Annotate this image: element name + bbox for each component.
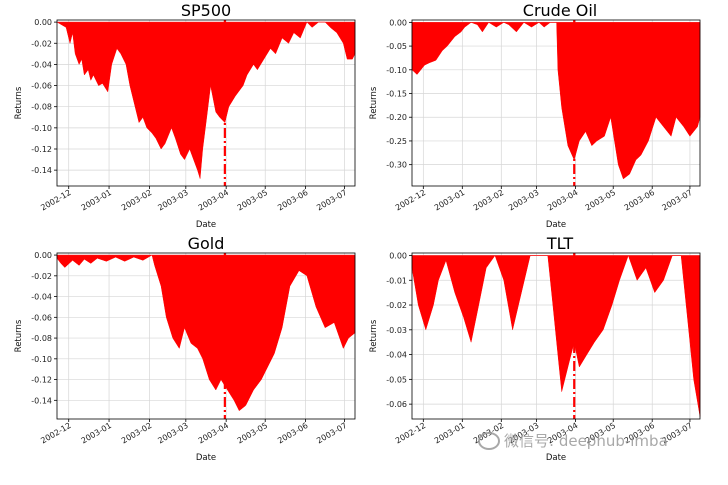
chart-title: Gold [188,234,225,253]
watermark: 微信号: deephub-imba [478,430,668,451]
x-axis-label: Date [196,220,216,230]
y-tick-label: -0.04 [386,351,407,360]
x-tick-label: 2003-01 [80,421,113,446]
drawdown-area [56,254,356,412]
drawdown-area [411,22,701,180]
chart-panel: 0.00 -0.02 -0.04 -0.06 -0.08 -0.10 -0.12 -0.14 2… [14,234,356,463]
y-tick-label: -0.02 [386,301,407,310]
y-tick-label: 0.00 [389,251,407,260]
y-axis-label: Returns [369,319,379,352]
y-tick-label: -0.20 [386,113,407,122]
y-tick-label: -0.12 [31,376,52,385]
wechat-logo-icon [478,431,500,450]
chart-panel: 0.00 -0.02 -0.04 -0.06 -0.08 -0.10 -0.12 -0.14 2… [14,1,356,230]
x-tick-label: 2002-12 [39,421,72,446]
plot-frame [56,19,356,187]
plot-frame [411,19,701,187]
x-tick-label: 2002-12 [39,188,72,213]
y-tick-label: -0.10 [386,66,407,75]
x-axis-label: Date [196,453,216,463]
y-tick-label: -0.02 [31,39,52,48]
x-tick-label: 2002-12 [394,421,427,446]
x-tick-label: 2003-07 [315,421,348,446]
y-tick-label: -0.10 [31,124,52,133]
y-axis-label: Returns [14,319,24,352]
y-axis-label: Returns [369,86,379,119]
x-tick-label: 2003-05 [236,421,269,446]
x-tick-label: 2003-04 [197,188,230,213]
x-tick-label: 2002-12 [394,188,427,213]
y-tick-label: -0.06 [31,313,52,322]
y-tick-label: -0.03 [386,326,407,335]
drawdown-area [56,21,356,179]
y-tick-label: -0.04 [31,60,52,69]
x-tick-label: 2003-03 [156,421,189,446]
x-tick-label: 2003-01 [433,188,466,213]
x-tick-label: 2003-04 [546,188,579,213]
x-tick-label: 2003-02 [120,421,153,446]
plot-frame [411,252,701,420]
chart-title: TLT [546,234,573,253]
x-tick-label: 2003-07 [660,188,693,213]
chart-panel: 0.00 -0.01 -0.02 -0.03 -0.04 -0.05 -0.06 2002-1… [369,234,701,463]
y-tick-label: -0.05 [386,42,407,51]
y-tick-label: -0.01 [386,276,407,285]
plot-frame [56,252,356,420]
x-tick-label: 2003-05 [236,188,269,213]
y-tick-label: 0.00 [34,18,52,27]
y-tick-label: -0.12 [31,145,52,154]
x-tick-label: 2003-06 [623,188,656,213]
y-tick-label: -0.25 [386,137,407,146]
y-tick-label: -0.08 [31,334,52,343]
x-axis-label: Date [546,220,566,230]
y-tick-label: -0.10 [31,355,52,364]
y-tick-label: -0.08 [31,103,52,112]
x-tick-label: 2003-05 [584,188,617,213]
x-axis-label: Date [546,453,566,463]
x-tick-label: 2003-06 [276,421,309,446]
x-tick-label: 2003-04 [197,421,230,446]
x-tick-label: 2003-01 [80,188,113,213]
y-axis-label: Returns [14,86,24,119]
y-tick-label: -0.04 [31,293,52,302]
y-tick-label: -0.14 [31,396,52,405]
y-tick-label: -0.30 [386,161,407,170]
y-tick-label: -0.06 [31,82,52,91]
y-tick-label: 0.00 [34,251,52,260]
x-tick-label: 2003-07 [315,188,348,213]
chart-panel: 0.00 -0.05 -0.10 -0.15 -0.20 -0.25 -0.30 2002-1… [369,1,701,230]
y-tick-label: 0.00 [389,18,407,27]
y-tick-label: -0.14 [31,166,52,175]
x-tick-label: 2003-02 [120,188,153,213]
x-tick-label: 2003-01 [433,421,466,446]
x-tick-label: 2003-06 [276,188,309,213]
y-tick-label: -0.15 [386,90,407,99]
x-tick-label: 2003-02 [472,188,505,213]
y-tick-label: -0.02 [31,272,52,281]
drawdown-area [411,254,701,417]
chart-title: Crude Oil [523,1,597,20]
chart-title: SP500 [181,1,231,20]
y-tick-label: -0.05 [386,375,407,384]
x-tick-label: 2003-03 [156,188,189,213]
y-tick-label: -0.06 [386,400,407,409]
x-tick-label: 2003-03 [507,188,540,213]
